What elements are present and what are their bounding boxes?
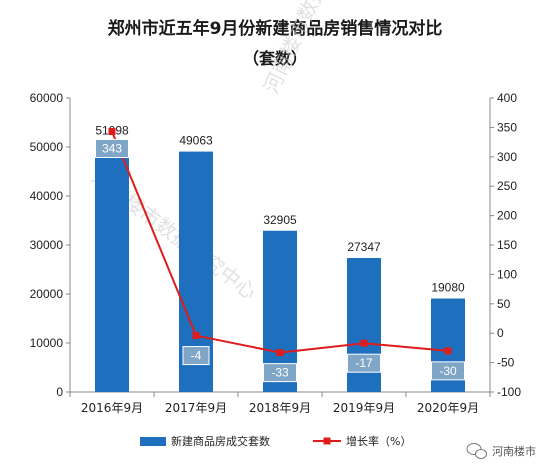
y-right-tick-label: 50: [497, 297, 511, 311]
rate-marker: [360, 339, 368, 347]
wechat-icon: [466, 443, 487, 459]
bar-value-label: 19080: [431, 281, 465, 295]
y-left-tick-label: 20000: [30, 287, 64, 301]
rate-label-box: [182, 346, 210, 366]
bar-value-labels: 5109849063329052734719080: [95, 124, 465, 295]
rate-label-box: [347, 353, 381, 373]
y-right-tick-label: -100: [497, 385, 521, 399]
legend-line-label: 增长率（%）: [346, 434, 411, 448]
rate-marker: [444, 347, 452, 355]
rate-value-labels: 343 -4 -33 -17 -30: [95, 139, 465, 383]
bar-value-label: 32905: [263, 213, 297, 227]
rate-series: [108, 128, 452, 357]
y-right-tick-label: 100: [497, 267, 517, 281]
brand-label: 河南楼市: [492, 444, 536, 458]
rate-value-label: -17: [355, 356, 373, 370]
y-left-tick-label: 50000: [30, 140, 64, 154]
x-tick-label: 2020年9月: [417, 401, 479, 415]
bar-value-label: 49063: [179, 134, 213, 148]
bar-value-label: 27347: [347, 240, 381, 254]
y-right-tick-label: 400: [497, 91, 517, 105]
y-right-tick-label: -50: [497, 356, 515, 370]
x-tick-label: 2016年9月: [81, 401, 143, 415]
y-right-tick-label: 250: [497, 179, 517, 193]
legend-line-marker: [323, 437, 331, 445]
rate-label-box: [95, 139, 129, 159]
rate-value-label: -33: [271, 366, 289, 380]
y-left-tick-label: 30000: [30, 238, 64, 252]
rate-marker: [108, 128, 116, 136]
rate-marker: [276, 349, 284, 357]
chart-title: 郑州市近五年9月份新建商品房销售情况对比: [108, 18, 443, 39]
y-right-tick-label: 0: [497, 326, 504, 340]
rate-value-label: -30: [439, 364, 457, 378]
bar: [95, 141, 129, 392]
x-tick-label: 2019年9月: [333, 401, 395, 415]
y-right-tick-label: 350: [497, 120, 517, 134]
rate-value-label: -4: [191, 349, 202, 363]
legend: 新建商品房成交套数 增长率（%）: [140, 434, 411, 448]
legend-bar-swatch: [140, 437, 166, 446]
rate-value-label: 343: [102, 142, 122, 156]
y-left-tick-label: 10000: [30, 336, 64, 350]
y-left-tick-label: 40000: [30, 189, 64, 203]
rate-label-box: [263, 363, 297, 383]
y-left-tick-label: 0: [56, 385, 63, 399]
y-left-tick-label: 60000: [30, 91, 64, 105]
x-tick-label: 2017年9月: [165, 401, 227, 415]
chart-subtitle: （套数）: [243, 49, 307, 68]
brand: 河南楼市: [466, 443, 536, 459]
rate-marker: [192, 332, 200, 340]
y-right-tick-label: 200: [497, 209, 517, 223]
rate-label-box: [431, 361, 465, 381]
legend-bar-label: 新建商品房成交套数: [171, 434, 270, 448]
y-right-tick-label: 300: [497, 150, 517, 164]
y-right-tick-label: 150: [497, 238, 517, 252]
x-tick-label: 2018年9月: [249, 401, 311, 415]
